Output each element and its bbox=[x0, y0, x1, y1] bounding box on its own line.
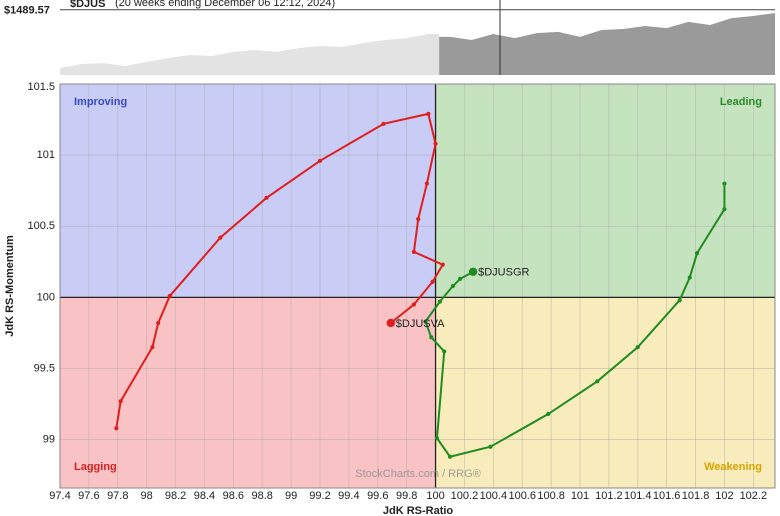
y-tick-label: 99 bbox=[43, 434, 55, 446]
tail-point bbox=[687, 275, 692, 280]
tail-point bbox=[677, 298, 682, 303]
tail-point bbox=[722, 181, 727, 186]
tail-point bbox=[426, 111, 431, 116]
tail-point bbox=[218, 235, 223, 240]
quadrant bbox=[60, 84, 436, 298]
x-tick-label: 98.4 bbox=[194, 490, 215, 502]
x-tick-label: 100.6 bbox=[508, 490, 536, 502]
tail-point bbox=[264, 195, 269, 200]
x-tick-label: 97.8 bbox=[107, 490, 128, 502]
quadrant-label: Leading bbox=[720, 96, 762, 108]
y-tick-label: 100 bbox=[37, 291, 55, 303]
tail-point bbox=[317, 158, 323, 163]
tail-point bbox=[434, 436, 440, 441]
tail-point bbox=[635, 345, 640, 350]
tail-point bbox=[488, 444, 493, 449]
tail-point bbox=[433, 141, 438, 146]
price-label: $1489.57 bbox=[4, 5, 50, 17]
tail-point bbox=[423, 319, 428, 324]
tail-point bbox=[411, 302, 416, 307]
tail-point bbox=[440, 262, 445, 267]
head-point bbox=[468, 267, 478, 276]
tail-point bbox=[114, 426, 119, 431]
x-tick-label: 100.4 bbox=[480, 490, 508, 502]
x-tick-label: 101 bbox=[571, 490, 589, 502]
y-tick-label: 99.5 bbox=[34, 362, 55, 374]
tail-point bbox=[458, 276, 463, 281]
x-tick-label: 102.2 bbox=[740, 490, 768, 502]
tail-point bbox=[150, 345, 155, 350]
x-axis-title: JdK RS-Ratio bbox=[383, 505, 454, 516]
x-tick-label: 100.8 bbox=[537, 490, 565, 502]
tail-point bbox=[167, 293, 172, 299]
x-tick-label: 97.4 bbox=[49, 490, 70, 502]
tail-point bbox=[156, 320, 161, 326]
x-tick-label: 101.6 bbox=[653, 490, 681, 502]
x-tick-label: 98.2 bbox=[165, 490, 186, 502]
tail-point bbox=[442, 349, 447, 354]
x-tick-label: 99.4 bbox=[338, 490, 359, 502]
quadrant bbox=[60, 297, 436, 488]
y-tick-label: 100.5 bbox=[27, 220, 55, 232]
chart-subtitle: (20 weeks ending December 06 12:12, 2024… bbox=[115, 0, 335, 9]
x-tick-label: 98.8 bbox=[252, 490, 273, 502]
quadrant bbox=[435, 84, 775, 298]
x-tick-label: 99 bbox=[285, 490, 297, 502]
y-axis-title: JdK RS-Momentum bbox=[4, 235, 16, 337]
plot-frame bbox=[59, 83, 776, 489]
tail-point bbox=[437, 299, 442, 304]
tail-point bbox=[595, 379, 600, 384]
quadrant bbox=[435, 297, 775, 488]
x-tick-label: 100 bbox=[426, 490, 444, 502]
tail-point bbox=[118, 399, 123, 404]
x-tick-label: 101.8 bbox=[682, 490, 710, 502]
x-tick-label: 98 bbox=[141, 490, 153, 502]
tail-point bbox=[430, 279, 435, 284]
x-tick-label: 101.2 bbox=[595, 490, 623, 502]
tail-point bbox=[546, 411, 551, 417]
series-label: $DJUSGR bbox=[478, 267, 529, 279]
y-tick-label: 101.5 bbox=[27, 81, 55, 93]
y-tick-label: 101 bbox=[37, 149, 55, 161]
tail-point bbox=[694, 251, 700, 256]
series-label: $DJUSVA bbox=[396, 318, 445, 330]
quadrant-label: Improving bbox=[74, 96, 127, 108]
tail-point bbox=[450, 283, 455, 289]
tail-point bbox=[429, 335, 434, 340]
head-point bbox=[386, 318, 395, 328]
tail-line bbox=[424, 183, 726, 458]
x-tick-label: 99.8 bbox=[396, 490, 417, 502]
tail-point bbox=[424, 181, 429, 186]
price-area bbox=[439, 13, 775, 75]
x-tick-label: 101.4 bbox=[624, 490, 652, 502]
x-tick-label: 97.6 bbox=[78, 490, 99, 502]
watermark: StockCharts.com / RRG® bbox=[355, 468, 480, 480]
chart-title: $DJUS bbox=[70, 0, 105, 10]
quadrant-label: Lagging bbox=[74, 461, 117, 473]
tail-point bbox=[381, 121, 386, 126]
tail-point bbox=[411, 249, 416, 254]
x-tick-label: 100.2 bbox=[451, 490, 479, 502]
x-tick-label: 99.2 bbox=[309, 490, 330, 502]
price-area bbox=[60, 34, 440, 75]
tail-point bbox=[722, 207, 727, 212]
tail-line bbox=[115, 112, 445, 429]
x-tick-label: 99.6 bbox=[367, 490, 388, 502]
quadrant-label: Weakening bbox=[704, 461, 762, 473]
x-tick-label: 98.6 bbox=[223, 490, 244, 502]
x-tick-label: 102 bbox=[715, 490, 733, 502]
tail-point bbox=[416, 217, 421, 222]
tail-point bbox=[447, 454, 453, 459]
